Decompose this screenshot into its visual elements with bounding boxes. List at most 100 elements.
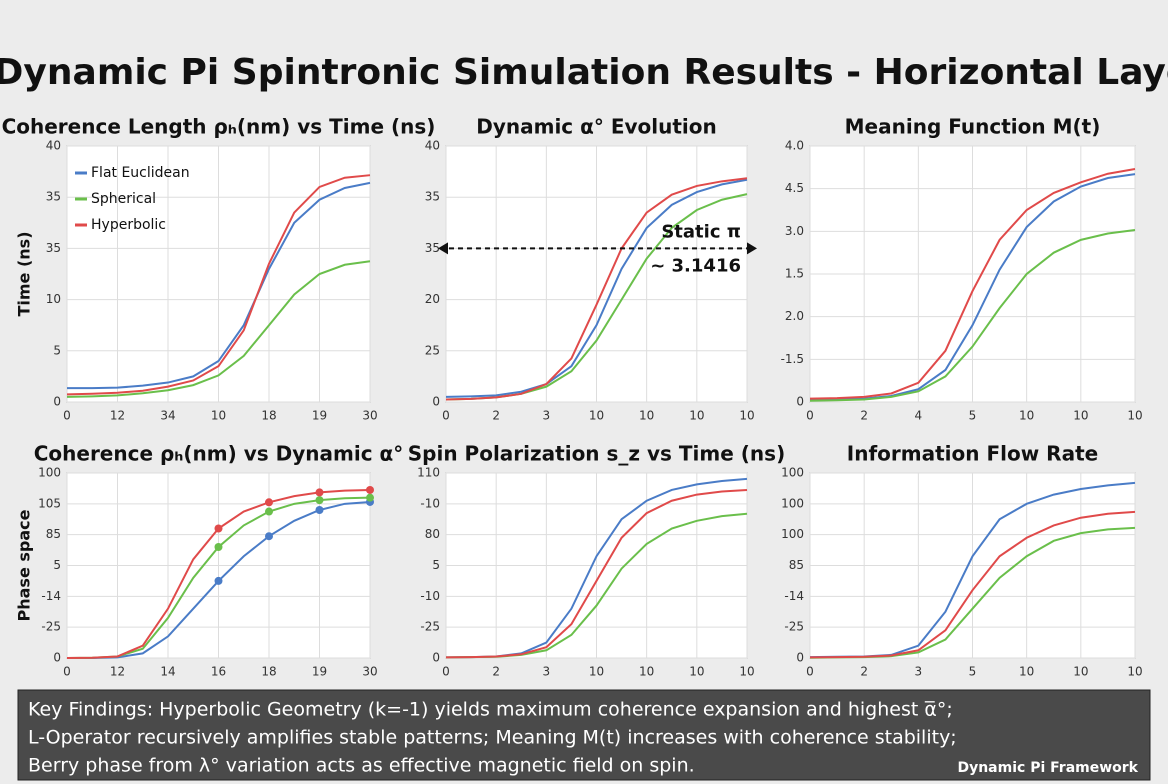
y-tick-label: -25 [420,620,440,634]
y-tick-label: -14 [41,589,61,603]
x-tick-label: 10 [639,409,654,423]
point-marker [265,498,273,507]
x-tick-label: 10 [1019,409,1034,423]
x-tick-label: 5 [969,665,977,679]
y-tick-label: 35 [425,190,440,204]
y-tick-label: 0 [432,651,440,665]
x-tick-label: 18 [261,409,276,423]
series-line [809,168,1136,400]
panel-title: Coherence Length ρₕ(nm) vs Time (ns) [2,115,436,139]
series-line [445,178,748,398]
point-marker [214,524,223,533]
point-marker [366,493,374,502]
point-marker [214,576,223,585]
y-tick-label: 0 [432,395,440,409]
x-tick-label: 19 [312,665,327,679]
x-tick-label: 30 [362,665,377,679]
y-tick-label: 2.0 [785,309,804,323]
point-marker [315,488,324,497]
x-tick-label: 10 [1127,665,1142,679]
y-tick-label: 85 [46,527,61,541]
legend-label: Flat Euclidean [91,165,190,181]
x-tick-label: 18 [261,665,276,679]
findings-line: L-Operator recursively amplifies stable … [28,727,957,749]
x-tick-label: 30 [362,409,377,423]
x-tick-label: 2 [860,665,868,679]
y-tick-label: 20 [425,292,440,306]
x-tick-label: 19 [312,409,327,423]
y-tick-label: 35 [46,190,61,204]
y-tick-label: 10 [46,292,61,306]
x-tick-label: 10 [739,409,754,423]
y-tick-label: 4.0 [785,139,804,153]
y-tick-label: 105 [38,496,61,510]
series-line [809,510,1136,659]
x-tick-label: 10 [1127,409,1142,423]
y-tick-label: 4.5 [785,181,804,195]
panel-title: Meaning Function M(t) [845,115,1101,139]
panel-title: Information Flow Rate [847,442,1098,466]
x-tick-label: 10 [689,409,704,423]
y-axis-label: Time (ns) [15,231,34,316]
y-tick-label: 100 [781,466,804,480]
x-tick-label: 5 [969,409,977,423]
point-marker [366,485,374,494]
x-tick-label: 12 [110,409,125,423]
legend-label: Spherical [91,191,156,207]
x-tick-label: 10 [1073,665,1088,679]
x-tick-label: 0 [806,409,814,423]
y-tick-label: -10 [420,589,440,603]
y-tick-label: 35 [425,241,440,255]
y-tick-label: 5 [432,558,440,572]
y-tick-label: 110 [417,466,440,480]
y-axis-label: Phase space [15,509,34,621]
x-tick-label: 10 [1073,409,1088,423]
x-tick-label: 34 [160,409,175,423]
y-tick-label: 40 [425,139,440,153]
y-tick-label: -25 [784,620,804,634]
annotation-text: ~ 3.1416 [650,255,741,276]
y-tick-label: 25 [425,343,440,357]
y-tick-label: 0 [796,651,804,665]
y-tick-label: 0 [53,395,61,409]
x-tick-label: 2 [492,409,500,423]
x-tick-label: 3 [543,665,551,679]
y-tick-label: 0 [796,395,804,409]
x-tick-label: 2 [492,665,500,679]
point-marker [265,507,273,516]
point-marker [315,506,324,514]
y-tick-label: 0 [53,651,61,665]
y-tick-label: 5 [53,343,61,357]
point-marker [315,496,324,505]
x-tick-label: 0 [442,665,450,679]
panel-title: Dynamic α° Evolution [476,115,717,139]
y-tick-label: -10 [420,496,440,510]
panel-title: Spin Polarization s_z vs Time (ns) [408,442,785,466]
y-tick-label: -1.5 [781,352,804,366]
x-tick-label: 10 [1019,665,1034,679]
findings-line: Berry phase from λ° variation acts as ef… [28,755,695,777]
series-line [66,174,371,396]
brand: Dynamic Pi Framework [957,760,1138,776]
x-tick-label: 12 [110,665,125,679]
y-tick-label: 100 [781,496,804,510]
y-tick-label: 80 [425,527,440,541]
x-tick-label: 16 [211,665,226,679]
findings-line: Key Findings: Hyperbolic Geometry (k=-1)… [28,699,953,721]
panel-title: Coherence ρₕ(nm) vs Dynamic α° [34,442,404,466]
y-tick-label: 35 [46,241,61,255]
x-tick-label: 10 [589,409,604,423]
point-marker [265,532,273,541]
x-tick-label: 0 [442,409,450,423]
x-tick-label: 4 [915,409,923,423]
x-tick-label: 14 [160,665,175,679]
y-tick-label: 5 [53,558,61,572]
x-tick-label: 10 [639,665,654,679]
y-tick-label: 85 [789,558,804,572]
x-tick-label: 2 [860,409,868,423]
series-line [809,229,1136,402]
x-tick-label: 10 [589,665,604,679]
point-marker [214,543,223,551]
x-tick-label: 10 [739,665,754,679]
